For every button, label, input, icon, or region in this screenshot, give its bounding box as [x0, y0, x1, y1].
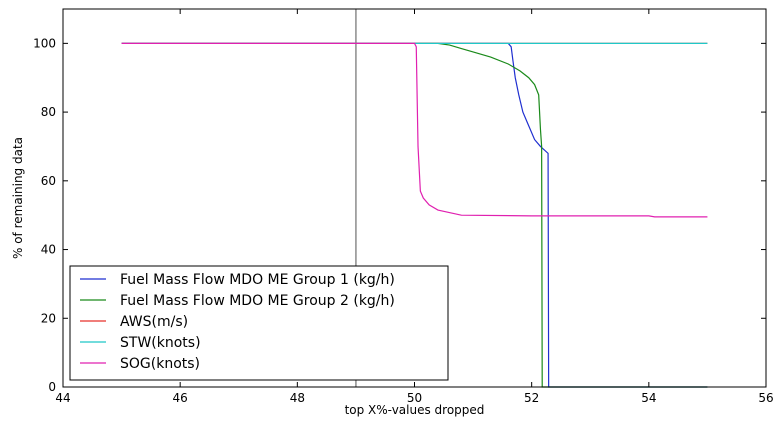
y-tick-label: 20	[41, 311, 56, 325]
x-tick-label: 54	[641, 391, 656, 405]
y-tick-label: 0	[48, 380, 56, 394]
y-tick-label: 60	[41, 174, 56, 188]
legend-label: STW(knots)	[120, 335, 201, 351]
axis-ticks: 44 46 48 50 52 54 56 0 20 40 60 80 100	[33, 9, 773, 405]
x-tick-label: 52	[524, 391, 539, 405]
legend-label: Fuel Mass Flow MDO ME Group 1 (kg/h)	[120, 272, 395, 288]
y-tick-label: 80	[41, 105, 56, 119]
y-tick-label: 40	[41, 243, 56, 257]
series-line-5	[121, 42, 708, 218]
x-tick-label: 50	[407, 391, 422, 405]
y-axis-label: % of remaining data	[11, 137, 25, 259]
series-line-1	[121, 42, 708, 388]
legend-label: Fuel Mass Flow MDO ME Group 2 (kg/h)	[120, 293, 395, 309]
x-tick-label: 44	[55, 391, 70, 405]
y-tick-label: 100	[33, 36, 56, 50]
x-tick-label: 46	[173, 391, 188, 405]
plot-lines	[121, 9, 708, 388]
series-line-2	[121, 42, 708, 388]
x-axis-label: top X%-values dropped	[345, 403, 485, 417]
legend-box	[69, 265, 449, 381]
legend-label: SOG(knots)	[120, 356, 200, 372]
legend-label: AWS(m/s)	[120, 314, 188, 330]
x-tick-label: 56	[758, 391, 773, 405]
x-tick-label: 48	[290, 391, 305, 405]
legend: Fuel Mass Flow MDO ME Group 1 (kg/h) Fuel…	[69, 265, 449, 381]
